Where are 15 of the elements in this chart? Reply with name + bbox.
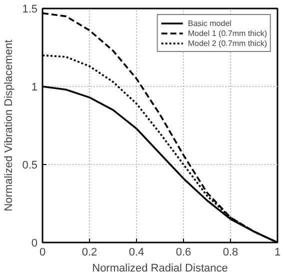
y-axis-title: Normalized Vibration Displacement [3, 40, 16, 212]
y-tick-label: 0 [31, 238, 38, 250]
y-tick-label: 1 [31, 82, 38, 94]
x-tick-label: 0.2 [82, 246, 98, 258]
x-tick-label: 0 [39, 246, 46, 258]
x-tick-label: 0.8 [222, 246, 238, 258]
x-tick-label: 1 [274, 246, 281, 258]
legend-label: Model 1 (0.7mm thick) [188, 28, 267, 38]
legend-label: Model 2 (0.7mm thick) [188, 38, 267, 48]
legend-label: Basic model [188, 18, 232, 28]
y-tick-label: 0.5 [22, 160, 38, 172]
x-axis-title: Normalized Radial Distance [92, 262, 228, 274]
y-tick-label: 1.5 [22, 4, 38, 16]
x-tick-label: 0.4 [128, 246, 144, 258]
x-tick-label: 0.6 [176, 246, 192, 258]
